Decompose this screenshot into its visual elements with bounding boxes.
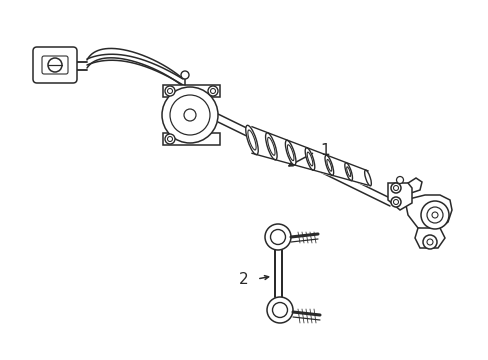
- Circle shape: [210, 89, 215, 94]
- Polygon shape: [163, 85, 220, 97]
- Polygon shape: [404, 195, 451, 232]
- Circle shape: [264, 224, 290, 250]
- Circle shape: [181, 71, 189, 79]
- Circle shape: [183, 109, 196, 121]
- Polygon shape: [404, 178, 421, 195]
- Circle shape: [422, 235, 436, 249]
- Circle shape: [167, 136, 172, 141]
- Ellipse shape: [326, 159, 331, 171]
- Ellipse shape: [306, 152, 312, 166]
- Ellipse shape: [265, 133, 277, 160]
- Circle shape: [426, 207, 442, 223]
- Circle shape: [164, 86, 175, 96]
- Circle shape: [393, 185, 398, 190]
- Polygon shape: [414, 228, 444, 248]
- Circle shape: [207, 86, 218, 96]
- Circle shape: [272, 302, 287, 318]
- Ellipse shape: [305, 148, 314, 170]
- Circle shape: [266, 297, 292, 323]
- Ellipse shape: [245, 125, 258, 155]
- Ellipse shape: [247, 130, 256, 150]
- Circle shape: [164, 134, 175, 144]
- Circle shape: [167, 89, 172, 94]
- Ellipse shape: [285, 140, 295, 165]
- Circle shape: [420, 201, 448, 229]
- Circle shape: [396, 176, 403, 184]
- Ellipse shape: [325, 155, 333, 175]
- Ellipse shape: [364, 170, 370, 186]
- Text: 2: 2: [238, 273, 247, 288]
- Circle shape: [390, 197, 400, 207]
- Circle shape: [390, 183, 400, 193]
- FancyBboxPatch shape: [33, 47, 77, 83]
- Ellipse shape: [346, 167, 350, 176]
- Ellipse shape: [287, 145, 293, 161]
- Circle shape: [393, 199, 398, 204]
- Text: 1: 1: [319, 143, 329, 158]
- Ellipse shape: [344, 163, 352, 181]
- Circle shape: [48, 58, 62, 72]
- Circle shape: [162, 87, 218, 143]
- Circle shape: [270, 230, 285, 244]
- Circle shape: [431, 212, 437, 218]
- Circle shape: [426, 239, 432, 245]
- Circle shape: [170, 95, 209, 135]
- Polygon shape: [163, 133, 220, 145]
- Ellipse shape: [267, 138, 274, 155]
- FancyBboxPatch shape: [42, 56, 68, 74]
- Polygon shape: [387, 183, 411, 210]
